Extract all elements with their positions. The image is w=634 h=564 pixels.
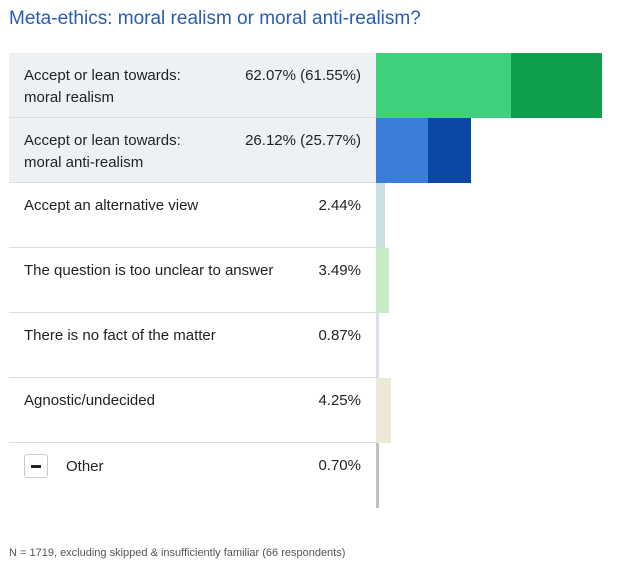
row-label: The question is too unclear to answer <box>24 262 274 279</box>
result-row-moral-realism[interactable]: Accept or lean towards: moral realism 62… <box>9 53 602 118</box>
bar-segment <box>376 248 389 313</box>
bar-area <box>376 118 602 183</box>
row-label-cell: Agnostic/undecided 4.25% <box>9 378 376 443</box>
bar-segment-accept <box>428 118 471 183</box>
bar-segment <box>376 313 379 378</box>
bar-area <box>376 378 602 443</box>
bar-area <box>376 443 602 508</box>
bar-area <box>376 53 602 118</box>
bar-segment <box>376 378 391 443</box>
row-label-cell: Accept or lean towards: moral realism 62… <box>9 53 376 118</box>
result-row-agnostic[interactable]: Agnostic/undecided 4.25% <box>9 378 602 443</box>
bar-segment-lean <box>376 118 428 183</box>
row-value: 0.70% <box>318 457 361 474</box>
sample-size-footnote: N = 1719, excluding skipped & insufficie… <box>9 547 346 559</box>
result-row-moral-anti-realism[interactable]: Accept or lean towards: moral anti-reali… <box>9 118 602 183</box>
row-value: 2.44% <box>318 197 361 214</box>
bar-segment-lean <box>376 53 511 118</box>
bar-segment-accept <box>511 53 602 118</box>
bar-area <box>376 313 602 378</box>
bar-segment <box>376 443 379 508</box>
row-label-cell: There is no fact of the matter 0.87% <box>9 313 376 378</box>
bar-area <box>376 248 602 313</box>
row-label: Other <box>66 458 104 475</box>
row-label-cell: Accept an alternative view 2.44% <box>9 183 376 248</box>
row-label: Agnostic/undecided <box>24 392 155 409</box>
minus-icon <box>31 465 41 468</box>
bar-segment <box>376 183 385 248</box>
row-value: 62.07% (61.55%) <box>245 67 361 84</box>
row-value: 26.12% (25.77%) <box>245 132 361 149</box>
result-row-no-fact[interactable]: There is no fact of the matter 0.87% <box>9 313 602 378</box>
row-label: There is no fact of the matter <box>24 327 216 344</box>
collapse-toggle-button[interactable] <box>24 454 48 478</box>
result-row-other[interactable]: Other 0.70% <box>9 443 602 508</box>
row-label-cell: Accept or lean towards: moral anti-reali… <box>9 118 376 183</box>
chart-title: Meta-ethics: moral realism or moral anti… <box>9 8 421 29</box>
row-label: Accept or lean towards: moral anti-reali… <box>24 132 181 171</box>
row-label-cell: The question is too unclear to answer 3.… <box>9 248 376 313</box>
bar-area <box>376 183 602 248</box>
row-label-cell: Other 0.70% <box>9 443 376 508</box>
row-value: 3.49% <box>318 262 361 279</box>
result-row-alternative-view[interactable]: Accept an alternative view 2.44% <box>9 183 602 248</box>
result-row-too-unclear[interactable]: The question is too unclear to answer 3.… <box>9 248 602 313</box>
row-value: 0.87% <box>318 327 361 344</box>
row-label: Accept or lean towards: moral realism <box>24 67 181 106</box>
results-chart: Accept or lean towards: moral realism 62… <box>9 53 602 509</box>
row-label: Accept an alternative view <box>24 197 199 214</box>
row-value: 4.25% <box>318 392 361 409</box>
